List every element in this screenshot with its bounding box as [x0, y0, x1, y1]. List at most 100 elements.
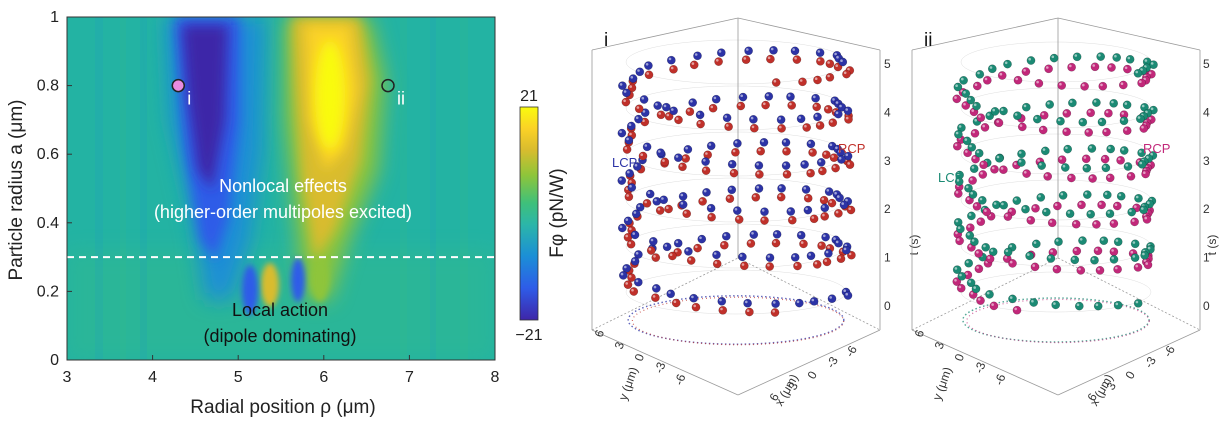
- trajectory-highlight: [778, 194, 782, 198]
- trajectory-point: [648, 236, 658, 246]
- trajectory-highlight: [708, 205, 712, 209]
- trajectory-point: [698, 197, 707, 206]
- trajectory-point: [646, 246, 656, 255]
- colorbar: 21 −21 Fφ (pN/W): [515, 88, 568, 344]
- trajectory-highlight: [825, 106, 829, 110]
- t-axis-label-ii: t (s): [1205, 235, 1219, 256]
- trajectory-highlight: [1000, 108, 1004, 111]
- trajectory-highlight: [767, 56, 771, 60]
- trajectory-point: [827, 294, 837, 304]
- trajectory-highlight: [974, 203, 977, 207]
- trajectory-point: [824, 248, 833, 258]
- trajectory-point: [838, 57, 848, 67]
- trajectory-point: [712, 259, 722, 269]
- trajectory-highlight: [619, 225, 623, 228]
- trajectory-point: [691, 302, 701, 312]
- trajectory-point: [1130, 239, 1140, 249]
- trajectory-highlight: [1078, 267, 1081, 271]
- trajectory-point: [1008, 294, 1017, 304]
- trajectory-highlight: [654, 198, 657, 202]
- trajectory-point: [678, 200, 688, 209]
- trajectory-point: [744, 46, 753, 56]
- trajectory-point: [1097, 117, 1107, 127]
- trajectory-point: [970, 237, 979, 247]
- y-tick-label: 0.6: [37, 146, 59, 163]
- trajectory-point: [1070, 255, 1080, 265]
- trajectory-highlight: [628, 275, 632, 278]
- trajectory-highlight: [746, 309, 750, 313]
- trajectory-highlight: [1080, 119, 1083, 123]
- trajectory-highlight: [1040, 127, 1044, 130]
- trajectory-highlight: [1064, 129, 1067, 132]
- trajectory-highlight: [624, 146, 628, 150]
- trajectory-point: [970, 128, 980, 138]
- trajectory-point: [781, 161, 791, 170]
- trajectory-highlight: [811, 216, 815, 219]
- trajectory-point: [957, 271, 967, 281]
- trajectory-point: [755, 170, 764, 179]
- trajectory-highlight: [661, 197, 664, 200]
- trajectory-point: [1029, 298, 1039, 307]
- trajectory-point: [987, 64, 997, 74]
- trajectory-point: [701, 166, 711, 175]
- trajectory-highlight: [977, 71, 980, 75]
- trajectory-highlight: [959, 273, 962, 277]
- trajectory-highlight: [1072, 257, 1075, 260]
- trajectory-point: [846, 205, 856, 215]
- trajectory-highlight: [1014, 307, 1017, 311]
- trajectory-point: [1137, 78, 1146, 88]
- trajectory-highlight: [1033, 241, 1037, 244]
- trajectory-highlight: [1067, 211, 1071, 214]
- trajectory-highlight: [1009, 260, 1013, 264]
- trajectory-highlight: [1140, 68, 1143, 71]
- trajectory-highlight: [619, 83, 623, 86]
- x-tick-label: -3: [1141, 354, 1159, 371]
- trajectory-point: [624, 192, 634, 202]
- trajectory-highlight: [827, 245, 830, 249]
- trajectory-highlight: [640, 153, 643, 156]
- trajectory-point: [707, 212, 716, 222]
- x-tick-label: 7: [405, 369, 414, 386]
- trajectory-highlight: [829, 143, 833, 147]
- trajectory-highlight: [655, 103, 658, 106]
- trajectory-point: [834, 238, 843, 248]
- trajectory-point: [1139, 205, 1148, 215]
- trajectory-point: [623, 280, 633, 290]
- trajectory-point: [618, 81, 627, 91]
- trajectory-point: [1046, 254, 1056, 263]
- trajectory-point: [959, 76, 968, 85]
- trajectory-highlight: [814, 104, 817, 107]
- trajectory-highlight: [848, 207, 851, 210]
- trajectory-highlight: [688, 257, 692, 261]
- trajectory-point: [820, 212, 830, 221]
- trajectory-highlight: [1014, 113, 1018, 116]
- trajectory-highlight: [644, 144, 648, 147]
- trajectory-highlight: [836, 55, 839, 59]
- trajectory-highlight: [635, 116, 639, 120]
- trajectory-point: [754, 184, 764, 193]
- trajectory-highlight: [1121, 112, 1124, 115]
- trajectory-point: [749, 230, 759, 239]
- trajectory-point: [673, 238, 683, 248]
- trajectory-highlight: [773, 79, 777, 83]
- trajectory-highlight: [1018, 159, 1022, 163]
- trajectory-point: [818, 166, 827, 176]
- trajectory-highlight: [970, 177, 973, 181]
- trajectory-point: [1106, 144, 1116, 154]
- trajectory-highlight: [808, 170, 811, 174]
- trajectory-highlight: [838, 256, 841, 259]
- trajectory-highlight: [767, 255, 770, 258]
- trajectory-highlight: [1100, 83, 1103, 87]
- trajectory-point: [975, 69, 985, 79]
- trajectory-highlight: [1019, 124, 1023, 127]
- trajectory-highlight: [652, 295, 656, 298]
- trajectory-highlight: [1137, 116, 1141, 119]
- trajectory-point: [992, 200, 1001, 210]
- trajectory-point: [702, 188, 711, 197]
- axis-box-edge: [911, 257, 1059, 331]
- trajectory-highlight: [703, 159, 706, 162]
- trajectory-highlight: [954, 279, 957, 282]
- trajectory-highlight: [973, 103, 977, 107]
- trajectory-point: [796, 230, 806, 240]
- trajectory-highlight: [1097, 267, 1100, 271]
